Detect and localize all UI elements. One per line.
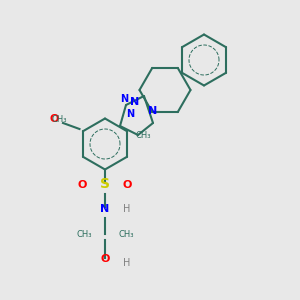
Text: N: N (148, 106, 158, 116)
Text: H: H (123, 257, 130, 268)
Text: CH₃: CH₃ (76, 230, 92, 239)
Text: N: N (100, 203, 109, 214)
Text: CH₃: CH₃ (118, 230, 134, 239)
Text: O: O (100, 254, 110, 265)
Text: O: O (78, 179, 87, 190)
Text: O: O (123, 179, 132, 190)
Text: CH₃: CH₃ (51, 115, 67, 124)
Text: S: S (100, 176, 110, 190)
Text: N: N (130, 97, 140, 107)
Text: N: N (126, 109, 135, 119)
Text: N: N (120, 94, 129, 104)
Text: H: H (123, 203, 130, 214)
Text: O: O (49, 113, 58, 124)
Text: CH₃: CH₃ (135, 131, 151, 140)
